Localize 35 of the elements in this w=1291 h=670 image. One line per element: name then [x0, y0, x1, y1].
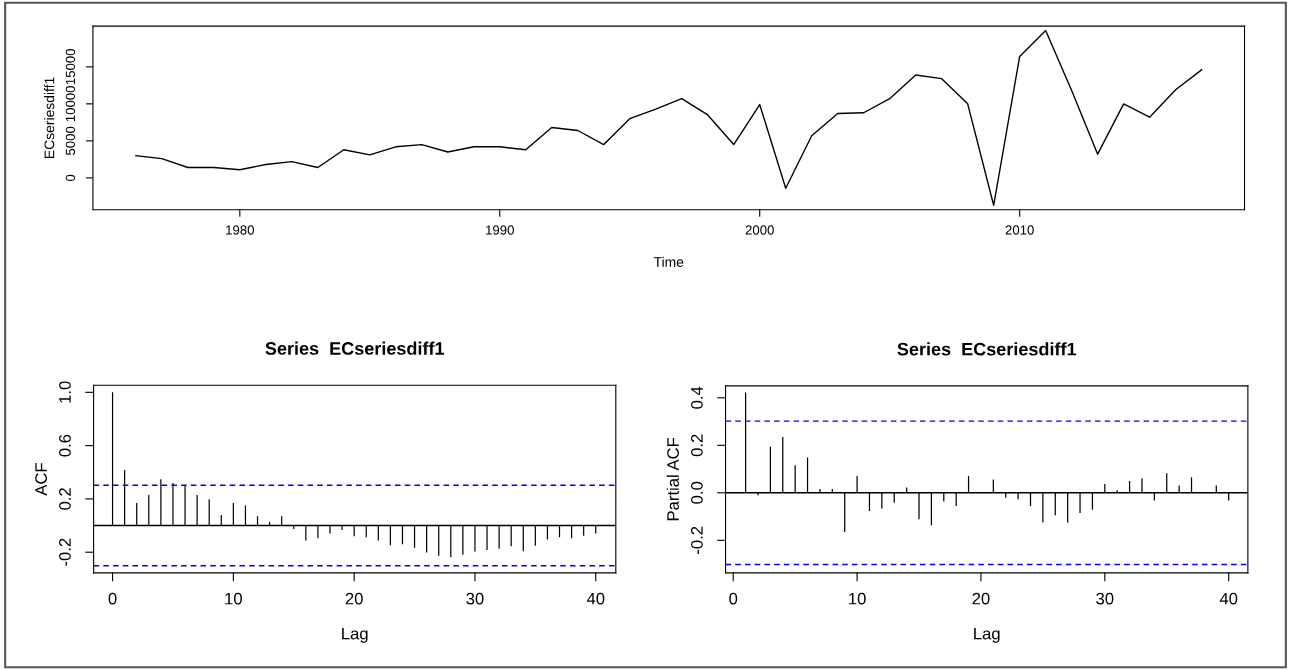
x-axis-title: Time — [653, 256, 684, 267]
y-axis-title: Partial ACF — [666, 437, 679, 521]
x-tick-label: 30 — [1096, 592, 1114, 605]
y-tick-label: 0.4 — [691, 386, 703, 409]
y-tick-label: 0.6 — [59, 434, 71, 457]
chart-title: Series ECseriesdiff1 — [897, 342, 1077, 356]
y-tick-label: 0.2 — [59, 488, 71, 510]
y-tick-label: 0.2 — [691, 434, 703, 457]
y-tick-label: 15000 — [65, 49, 76, 85]
x-axis-title: Lag — [974, 627, 1000, 643]
y-tick-label: 0.0 — [691, 481, 703, 504]
y-tick-label: 5000 — [65, 126, 76, 156]
x-tick-label: 30 — [466, 592, 484, 605]
x-tick-label: 20 — [972, 592, 990, 605]
y-axis-title: ACF — [35, 463, 47, 496]
x-tick-label: 2000 — [745, 225, 774, 235]
y-tick-label: 0 — [65, 174, 76, 182]
y-tick-label: -0.2 — [691, 526, 703, 554]
x-tick-label: 40 — [586, 592, 605, 605]
y-tick-label: 10000 — [65, 86, 76, 122]
line-series — [135, 29, 1203, 206]
x-tick-label: 10 — [225, 592, 242, 605]
x-axis-title: Lag — [342, 627, 368, 643]
chart-title: Series ECseriesdiff1 — [265, 341, 445, 355]
x-tick-label: 1980 — [226, 225, 254, 235]
y-axis-title: ECseriesdiff1 — [44, 77, 55, 158]
x-tick-label: 40 — [1219, 592, 1238, 605]
x-tick-label: 10 — [849, 592, 866, 605]
x-tick-label: 0 — [729, 592, 738, 605]
x-tick-label: 2010 — [1005, 225, 1034, 235]
y-tick-label: 1.0 — [59, 381, 71, 403]
x-tick-label: 0 — [108, 592, 117, 605]
x-tick-label: 1990 — [486, 225, 514, 235]
y-tick-label: -0.2 — [59, 538, 71, 566]
x-tick-label: 20 — [345, 592, 363, 605]
